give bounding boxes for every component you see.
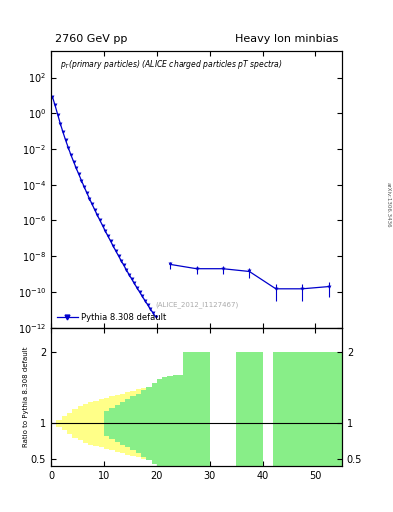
Y-axis label: Ratio to Pythia 8.308 default: Ratio to Pythia 8.308 default	[24, 347, 29, 447]
Text: Heavy Ion minbias: Heavy Ion minbias	[235, 33, 338, 44]
Text: arXiv:1306.3436: arXiv:1306.3436	[386, 182, 391, 228]
Text: 2760 GeV pp: 2760 GeV pp	[55, 33, 127, 44]
Text: $p_T$(primary particles) (ALICE charged particles pT spectra): $p_T$(primary particles) (ALICE charged …	[60, 58, 282, 71]
Text: (ALICE_2012_I1127467): (ALICE_2012_I1127467)	[155, 302, 238, 308]
Legend: Pythia 8.308 default: Pythia 8.308 default	[55, 311, 168, 324]
